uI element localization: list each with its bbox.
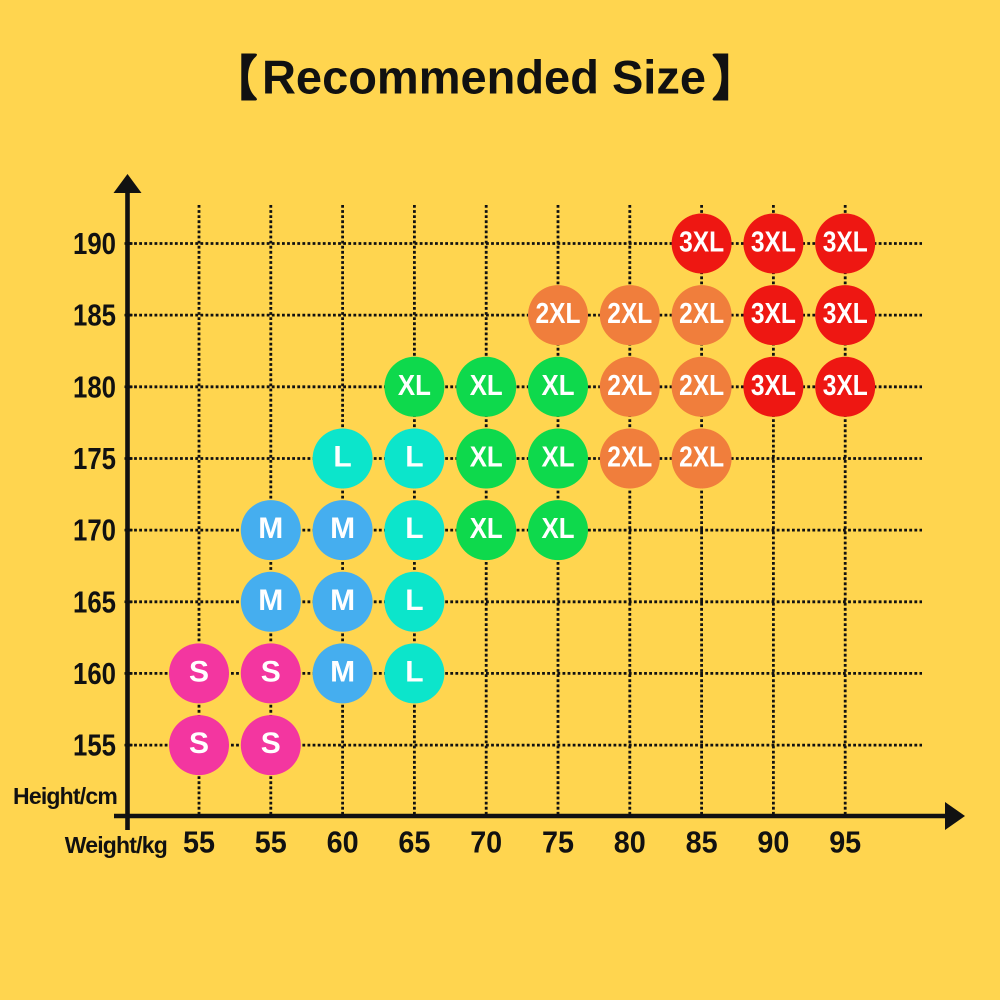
svg-text:175: 175 xyxy=(73,441,116,476)
svg-text:70: 70 xyxy=(470,825,502,860)
svg-text:3XL: 3XL xyxy=(679,227,724,259)
svg-text:2XL: 2XL xyxy=(607,370,652,402)
svg-text:3XL: 3XL xyxy=(751,370,796,402)
svg-text:55: 55 xyxy=(183,825,215,860)
svg-text:2XL: 2XL xyxy=(679,298,724,330)
svg-text:XL: XL xyxy=(542,370,575,402)
svg-text:M: M xyxy=(330,512,355,545)
svg-text:2XL: 2XL xyxy=(607,442,652,474)
svg-text:3XL: 3XL xyxy=(823,227,868,259)
svg-text:2XL: 2XL xyxy=(607,298,652,330)
svg-text:2XL: 2XL xyxy=(679,370,724,402)
svg-text:Weight/kg: Weight/kg xyxy=(65,832,167,858)
svg-text:L: L xyxy=(405,512,423,545)
svg-text:M: M xyxy=(258,584,283,617)
svg-text:L: L xyxy=(405,584,423,617)
svg-text:XL: XL xyxy=(542,513,575,545)
svg-text:M: M xyxy=(258,512,283,545)
svg-text:Recommended Size: Recommended Size xyxy=(262,51,706,104)
svg-text:3XL: 3XL xyxy=(823,298,868,330)
svg-text:M: M xyxy=(330,584,355,617)
svg-text:55: 55 xyxy=(255,825,287,860)
svg-text:75: 75 xyxy=(542,825,574,860)
svg-text:95: 95 xyxy=(829,825,861,860)
svg-text:180: 180 xyxy=(73,369,116,404)
svg-text:S: S xyxy=(189,655,209,688)
svg-text:XL: XL xyxy=(542,442,575,474)
svg-text:M: M xyxy=(330,655,355,688)
svg-text:2XL: 2XL xyxy=(536,298,581,330)
svg-text:165: 165 xyxy=(73,584,116,619)
svg-text:XL: XL xyxy=(398,370,431,402)
svg-text:S: S xyxy=(189,727,209,760)
svg-text:Height/cm: Height/cm xyxy=(13,783,117,809)
svg-text:90: 90 xyxy=(757,825,789,860)
svg-text:65: 65 xyxy=(398,825,430,860)
svg-text:3XL: 3XL xyxy=(751,298,796,330)
svg-text:160: 160 xyxy=(73,656,116,691)
svg-text:XL: XL xyxy=(470,370,503,402)
svg-text:L: L xyxy=(405,441,423,474)
svg-text:XL: XL xyxy=(470,442,503,474)
svg-text:S: S xyxy=(261,727,281,760)
svg-text:190: 190 xyxy=(73,226,116,261)
svg-text:L: L xyxy=(333,441,351,474)
svg-text:185: 185 xyxy=(73,298,116,333)
svg-text:170: 170 xyxy=(73,513,116,548)
svg-text:3XL: 3XL xyxy=(823,370,868,402)
svg-text:85: 85 xyxy=(686,825,718,860)
svg-text:3XL: 3XL xyxy=(751,227,796,259)
svg-text:155: 155 xyxy=(73,728,116,763)
svg-text:L: L xyxy=(405,655,423,688)
svg-text:XL: XL xyxy=(470,513,503,545)
svg-text:60: 60 xyxy=(327,825,359,860)
svg-text:2XL: 2XL xyxy=(679,442,724,474)
svg-text:S: S xyxy=(261,655,281,688)
svg-text:80: 80 xyxy=(614,825,646,860)
